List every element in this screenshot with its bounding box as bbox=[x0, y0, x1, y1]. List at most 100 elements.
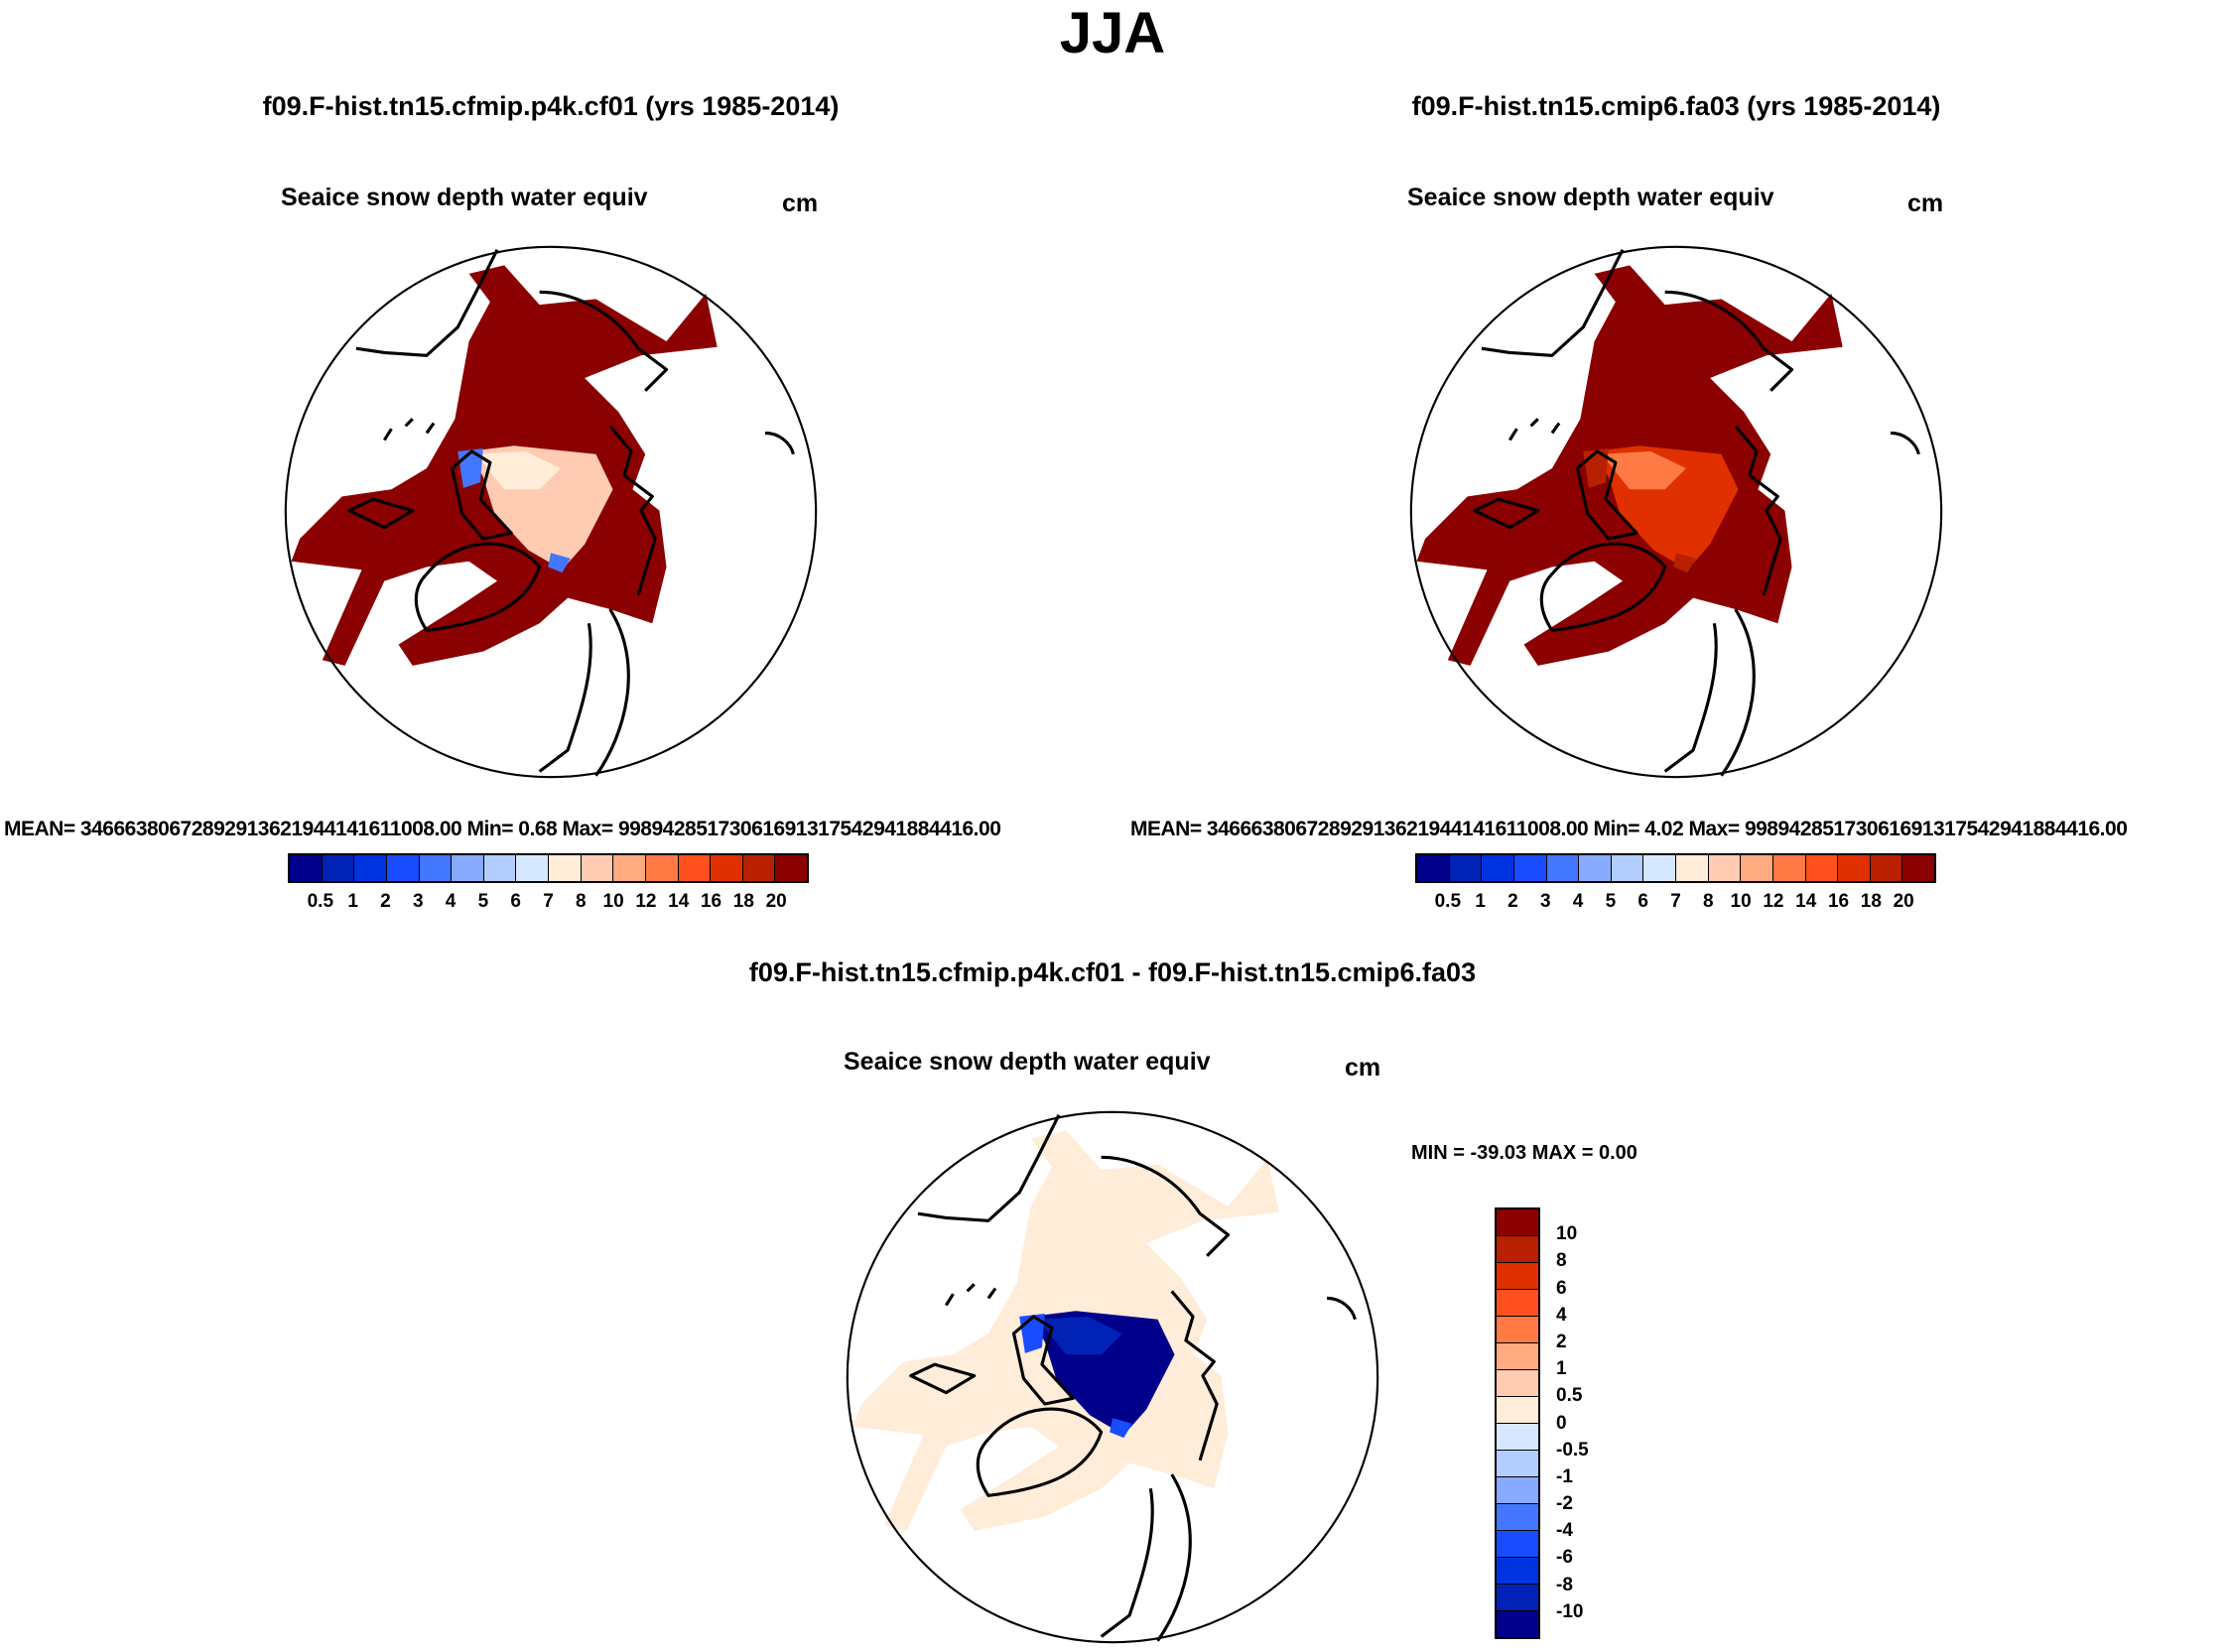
colorbar-tick-label: 7 bbox=[1670, 891, 1681, 912]
edge-field bbox=[1583, 448, 1696, 573]
colorbar-swatch bbox=[678, 855, 712, 881]
panel-3-variable: Seaice snow depth water equiv bbox=[844, 1048, 1211, 1076]
colorbar-tick-label: 20 bbox=[765, 891, 787, 912]
panel-2-colorbar-labels: 0.5 1 2 3 4 5 6 7 8 10 12 14 16 18 20 bbox=[1415, 891, 1936, 915]
colorbar-tick-label: 0.5 bbox=[307, 891, 334, 912]
colorbar-swatch bbox=[1772, 855, 1806, 881]
coastline bbox=[1734, 425, 1782, 596]
coastline bbox=[1663, 623, 1718, 773]
panel-2-variable: Seaice snow depth water equiv bbox=[1407, 184, 1774, 211]
colorbar-tick-label: 6 bbox=[1556, 1277, 1567, 1299]
coastline bbox=[538, 623, 592, 773]
colorbar-swatch bbox=[1497, 1451, 1538, 1477]
colorbar-swatch bbox=[1838, 855, 1871, 881]
colorbar-tick-label: 1 bbox=[1475, 891, 1486, 912]
colorbar-swatch bbox=[386, 855, 420, 881]
coastline bbox=[539, 290, 669, 392]
map-boundary bbox=[846, 1110, 1379, 1644]
coastline bbox=[347, 497, 415, 530]
coastline bbox=[450, 449, 513, 541]
colorbar-swatch bbox=[1805, 855, 1839, 881]
colorbar-tick-label: 18 bbox=[732, 891, 754, 912]
colorbar-swatch bbox=[322, 855, 355, 881]
colorbar-swatch bbox=[613, 855, 646, 881]
colorbar-tick-label: 1 bbox=[347, 891, 358, 912]
colorbar-swatch bbox=[1449, 855, 1483, 881]
colorbar-swatch bbox=[483, 855, 517, 881]
panel-3-map bbox=[846, 1110, 1379, 1644]
colorbar-swatch bbox=[1497, 1558, 1538, 1585]
colorbar-tick-label: -0.5 bbox=[1556, 1439, 1589, 1461]
colorbar-tick-label: 18 bbox=[1860, 891, 1882, 912]
colorbar-swatch bbox=[1482, 855, 1514, 881]
colorbar-swatch bbox=[742, 855, 776, 881]
colorbar-tick-label: 2 bbox=[380, 891, 391, 912]
colorbar-tick-label: 14 bbox=[1795, 891, 1817, 912]
colorbar-tick-label: 2 bbox=[1556, 1331, 1567, 1352]
panel-1-variable: Seaice snow depth water equiv bbox=[281, 184, 648, 211]
coastline bbox=[1507, 418, 1561, 442]
panel-1-stats: MEAN= 34666380672892913621944141611008.0… bbox=[4, 818, 1001, 840]
colorbar-tick-label: 1 bbox=[1556, 1358, 1567, 1380]
panel-2-title: f09.F-hist.tn15.cmip6.fa03 (yrs 1985-201… bbox=[1411, 91, 1941, 121]
colorbar-swatch bbox=[1497, 1236, 1538, 1263]
colorbar-swatch bbox=[1902, 855, 1934, 881]
panel-2-stats: MEAN= 34666380672892913621944141611008.0… bbox=[1130, 818, 2128, 840]
colorbar-swatch bbox=[1497, 1397, 1538, 1424]
coastline bbox=[976, 1407, 1104, 1497]
colorbar-tick-label: 8 bbox=[1703, 891, 1714, 912]
colorbar-swatch bbox=[1497, 1424, 1538, 1451]
colorbar-tick-label: 16 bbox=[700, 891, 722, 912]
coastline bbox=[1664, 290, 1794, 392]
colorbar-swatch bbox=[452, 855, 484, 881]
coastline bbox=[1539, 542, 1667, 632]
coastline bbox=[608, 425, 657, 596]
colorbar-tick-label: -2 bbox=[1556, 1493, 1573, 1515]
panel-1-map bbox=[284, 245, 818, 779]
colorbar-tick-label: 20 bbox=[1893, 891, 1914, 912]
colorbar-swatch bbox=[1513, 855, 1547, 881]
panel-1-colorbar-labels: 0.5 1 2 3 4 5 6 7 8 10 12 14 16 18 20 bbox=[288, 891, 809, 915]
coastline bbox=[1481, 248, 1625, 357]
edge-field bbox=[458, 448, 571, 573]
colorbar-swatch bbox=[1546, 855, 1580, 881]
coastline bbox=[1326, 1296, 1357, 1321]
colorbar-swatch bbox=[1497, 1370, 1538, 1397]
panel-3-title: f09.F-hist.tn15.cfmip.p4k.cf01 - f09.F-h… bbox=[748, 957, 1477, 987]
map-boundary bbox=[1409, 245, 1943, 779]
colorbar-swatch bbox=[711, 855, 743, 881]
colorbar-swatch bbox=[645, 855, 679, 881]
coastline bbox=[1100, 1488, 1154, 1638]
panel-3-stats: MIN = -39.03 MAX = 0.00 bbox=[1411, 1142, 1637, 1164]
colorbar-tick-label: 10 bbox=[1730, 891, 1752, 912]
central-arctic-field-secondary bbox=[1037, 1316, 1122, 1355]
colorbar-tick-label: 8 bbox=[576, 891, 587, 912]
panel-3-colorbar bbox=[1495, 1207, 1540, 1639]
coastline bbox=[1473, 497, 1540, 530]
colorbar-swatch bbox=[1497, 1611, 1538, 1637]
coastline bbox=[1156, 1473, 1192, 1642]
colorbar-tick-label: 4 bbox=[1556, 1304, 1567, 1326]
colorbar-swatch bbox=[1497, 1263, 1538, 1290]
colorbar-tick-label: 0.5 bbox=[1434, 891, 1462, 912]
coastline bbox=[355, 248, 499, 357]
coastline bbox=[382, 418, 436, 442]
coastline bbox=[1101, 1155, 1231, 1257]
colorbar-tick-label: 8 bbox=[1556, 1250, 1567, 1272]
panel-2-colorbar bbox=[1415, 853, 1936, 883]
colorbar-swatch bbox=[1497, 1531, 1538, 1558]
colorbar-swatch bbox=[1497, 1317, 1538, 1343]
coastline bbox=[1575, 449, 1638, 541]
colorbar-swatch bbox=[1497, 1585, 1538, 1611]
colorbar-tick-label: 5 bbox=[1605, 891, 1617, 912]
colorbar-tick-label: 4 bbox=[445, 891, 457, 912]
colorbar-tick-label: -10 bbox=[1556, 1600, 1584, 1622]
colorbar-tick-label: 3 bbox=[412, 891, 424, 912]
coastline bbox=[594, 608, 630, 777]
colorbar-tick-label: 0 bbox=[1556, 1412, 1567, 1434]
colorbar-swatch bbox=[1611, 855, 1644, 881]
panel-3-colorbar-labels: 10 8 6 4 2 1 0.5 0 -0.5 -1 -2 -4 -6 -8 -10 bbox=[1556, 1207, 1616, 1639]
panel-1-colorbar bbox=[288, 853, 809, 883]
colorbar-swatch bbox=[581, 855, 614, 881]
figure-title: JJA bbox=[1059, 1, 1166, 65]
